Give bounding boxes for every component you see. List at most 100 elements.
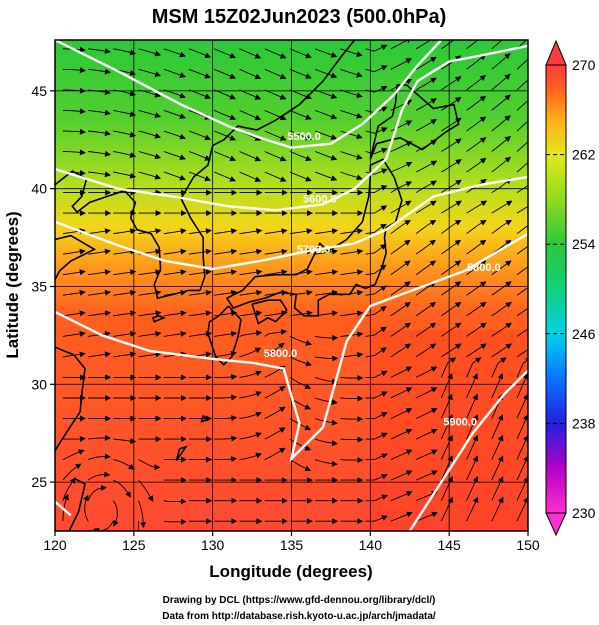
y-tick-label: 40 (31, 181, 47, 197)
streamline-arrow (390, 260, 411, 276)
streamline-arrow (466, 496, 479, 522)
streamline-arrow (289, 109, 312, 120)
streamline-arrow (340, 48, 363, 58)
streamline-arrow (365, 515, 388, 522)
streamline-arrow (415, 119, 437, 132)
streamline-arrow (113, 351, 137, 358)
streamline-arrow (440, 434, 453, 460)
streamline-arrow (441, 200, 462, 214)
contour-label: 5500.0 (287, 131, 321, 143)
streamline-arrow (214, 373, 238, 380)
streamline-arrow (163, 248, 187, 255)
streamline-arrow (188, 48, 212, 59)
streamline-arrow (163, 171, 186, 181)
height-contour (55, 175, 528, 271)
streamline-arrow (491, 53, 511, 70)
streamline-arrow (62, 493, 69, 522)
streamline-arrow (239, 151, 262, 162)
streamline-arrow (441, 281, 462, 296)
streamline-arrow (239, 310, 263, 317)
streamline-arrow (441, 343, 462, 358)
streamline-arrow (415, 301, 437, 317)
streamline-arrow (88, 130, 111, 137)
x-tick-label: 130 (201, 537, 225, 553)
streamline-arrow (289, 459, 312, 472)
streamline-arrow (365, 347, 387, 358)
streamline-arrow (415, 220, 437, 235)
streamline-arrow (88, 248, 111, 255)
streamline-arrow (138, 109, 162, 119)
streamline-arrow (491, 434, 504, 460)
streamline-arrow (415, 428, 438, 440)
x-tick-label: 125 (122, 537, 146, 553)
streamline-arrow (163, 89, 186, 99)
streamline-arrow (415, 449, 438, 461)
streamline-arrow (188, 269, 212, 276)
streamline-arrow (62, 435, 86, 442)
streamline-arrow (188, 89, 212, 100)
y-tick-label: 35 (31, 278, 47, 294)
streamline-arrow (466, 54, 486, 70)
y-axis-label: Latitude (degrees) (3, 211, 22, 358)
streamline-arrow (264, 427, 286, 440)
streamline-arrow (466, 200, 488, 214)
streamline-arrow (390, 343, 412, 358)
coastlines (55, 40, 460, 531)
coastline (369, 84, 460, 160)
streamline-arrow (491, 414, 504, 440)
streamline-arrow (113, 228, 137, 235)
streamline-arrow (415, 408, 438, 419)
streamline-arrow (289, 438, 312, 451)
streamline-arrow (340, 130, 363, 140)
streamline-arrow (113, 89, 137, 97)
streamline-arrow (415, 387, 438, 399)
streamline-arrow (188, 68, 212, 79)
streamline-arrow (88, 289, 111, 296)
streamline-arrow (441, 179, 462, 193)
streamline-arrow (88, 109, 111, 116)
streamline-arrow (239, 68, 262, 80)
streamline-arrow (88, 48, 111, 55)
streamline-arrow (466, 434, 479, 460)
streamline-arrow (87, 471, 111, 481)
streamline-arrow (62, 67, 86, 74)
streamline-arrow (390, 322, 412, 337)
streamline-arrow (137, 521, 140, 531)
streamline-arrow (491, 301, 512, 317)
streamline-arrow (113, 48, 137, 56)
streamline-arrow (163, 130, 186, 140)
streamline-arrow (289, 151, 312, 162)
streamline-arrow (390, 428, 413, 440)
streamline-arrow (516, 455, 528, 481)
streamline-arrow (340, 269, 364, 276)
streamline-arrow (516, 205, 528, 214)
streamline-arrow (113, 459, 135, 470)
streamline-arrow (112, 500, 119, 527)
streamline-arrow (365, 147, 388, 155)
streamline-arrow (239, 391, 262, 399)
streamline-arrow (163, 310, 187, 317)
streamline-arrow (314, 418, 338, 426)
streamline-arrow (113, 289, 137, 296)
y-tick-label: 25 (31, 474, 47, 490)
streamline-arrow (214, 89, 237, 100)
streamline-arrow (390, 511, 413, 522)
streamline-arrow (365, 205, 388, 214)
streamline-arrow (138, 479, 154, 502)
streamline-arrow (390, 58, 413, 70)
streamline-arrow (440, 372, 453, 399)
streamline-arrow (239, 289, 263, 296)
streamline-arrow (340, 436, 364, 443)
streamline-arrow (315, 334, 339, 341)
streamline-arrow (466, 343, 487, 358)
streamline-arrow (390, 491, 413, 502)
streamline-arrow (113, 269, 137, 276)
streamline-arrow (491, 322, 512, 337)
streamline-arrow (315, 269, 339, 276)
streamline-arrow (491, 455, 504, 481)
streamline-arrow (214, 228, 238, 235)
height-contour (55, 40, 443, 149)
streamline-arrow (390, 281, 411, 296)
streamline-arrow (214, 310, 238, 317)
streamline-arrow (62, 149, 86, 156)
